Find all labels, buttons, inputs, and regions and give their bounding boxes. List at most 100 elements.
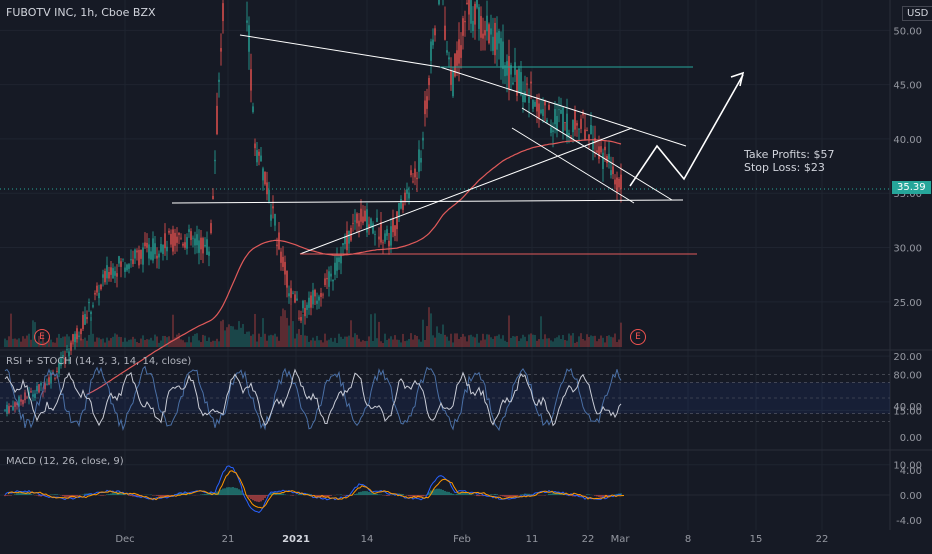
price-candle — [354, 221, 355, 222]
price-candle — [92, 305, 93, 306]
price-candle — [542, 109, 543, 116]
price-candle — [146, 243, 147, 248]
macd-histogram-bar — [360, 492, 361, 495]
price-candle — [104, 271, 105, 282]
volume-bar — [272, 335, 273, 347]
macd-histogram-bar — [110, 494, 111, 495]
price-candle — [290, 288, 291, 298]
price-candle — [598, 146, 599, 159]
volume-bar — [496, 336, 497, 347]
volume-bar — [278, 341, 279, 347]
volume-bar — [242, 324, 243, 347]
volume-bar — [264, 334, 265, 347]
volume-bar — [434, 338, 435, 347]
price-candle — [152, 238, 153, 260]
macd-histogram-bar — [222, 489, 223, 495]
earnings-marker-left[interactable]: E — [34, 329, 50, 345]
volume-bar — [446, 337, 447, 347]
macd-histogram-bar — [506, 495, 507, 497]
volume-bar — [566, 341, 567, 347]
price-candle — [422, 138, 423, 141]
rsi-indicator-label[interactable]: RSI + STOCH (14, 3, 3, 14, 14, close) — [6, 356, 191, 367]
volume-bar — [208, 337, 209, 347]
macd-histogram-bar — [490, 494, 491, 495]
price-candle — [248, 25, 249, 52]
macd-histogram-bar — [340, 494, 341, 495]
volume-bar — [380, 341, 381, 347]
volume-bar — [254, 314, 255, 347]
price-tick-label: 40.00 — [893, 135, 922, 146]
price-candle — [492, 37, 493, 51]
price-candle — [590, 125, 591, 134]
price-candle — [418, 149, 419, 171]
macd-histogram-bar — [50, 494, 51, 495]
price-candle — [208, 251, 209, 255]
volume-bar — [510, 338, 511, 347]
price-candle — [618, 179, 619, 187]
price-candle — [600, 146, 601, 152]
price-candle — [430, 41, 431, 60]
earnings-marker-right[interactable]: E — [630, 329, 646, 345]
volume-bar — [494, 336, 495, 347]
volume-bar — [480, 340, 481, 347]
x-tick-label: 22 — [582, 534, 595, 545]
symbol-title[interactable]: FUBOTV INC, 1h, Cboe BZX — [6, 6, 156, 19]
macd-indicator-label[interactable]: MACD (12, 26, close, 9) — [6, 456, 124, 467]
macd-histogram-bar — [600, 495, 601, 497]
macd-histogram-bar — [522, 494, 523, 495]
price-candle — [324, 278, 325, 285]
volume-bar — [346, 337, 347, 347]
price-candle — [108, 272, 109, 278]
price-candle — [342, 243, 343, 245]
volume-bar — [594, 336, 595, 347]
price-candle — [170, 234, 171, 245]
price-candle — [334, 263, 335, 275]
volume-bar — [556, 337, 557, 347]
macd-histogram-bar — [388, 495, 389, 496]
volume-bar — [250, 336, 251, 347]
volume-bar — [552, 341, 553, 347]
price-candle — [118, 256, 119, 263]
macd-histogram-bar — [206, 493, 207, 495]
macd-histogram-bar — [10, 495, 11, 496]
price-candle — [214, 160, 215, 161]
price-candle — [74, 334, 75, 342]
last-price-badge: 35.39 — [892, 181, 931, 194]
volume-bar — [568, 334, 569, 347]
volume-bar — [520, 338, 521, 347]
price-candle — [220, 48, 221, 52]
price-candle — [340, 255, 341, 263]
macd-histogram-bar — [588, 494, 589, 495]
volume-bar — [94, 342, 95, 347]
volume-bar — [536, 341, 537, 347]
price-candle — [402, 203, 403, 209]
macd-histogram-bar — [594, 495, 595, 496]
price-candle — [332, 280, 333, 282]
macd-histogram-bar — [552, 493, 553, 495]
price-candle — [116, 273, 117, 277]
volume-bar — [138, 343, 139, 347]
currency-label[interactable]: USD — [902, 6, 932, 21]
volume-bar — [476, 334, 477, 347]
volume-bar — [576, 342, 577, 347]
macd-histogram-bar — [292, 495, 293, 496]
price-candle — [90, 312, 91, 314]
price-candle — [560, 110, 561, 114]
volume-bar — [56, 338, 57, 347]
volume-bar — [296, 334, 297, 347]
volume-bar — [410, 333, 411, 347]
macd-histogram-bar — [358, 492, 359, 495]
volume-bar — [274, 334, 275, 347]
price-candle — [414, 169, 415, 178]
volume-bar — [98, 338, 99, 347]
volume-bar — [30, 340, 31, 347]
price-candle — [524, 91, 525, 102]
price-candle — [540, 110, 541, 114]
price-candle — [70, 343, 71, 351]
volume-bar — [606, 336, 607, 347]
volume-bar — [394, 335, 395, 347]
price-candle — [404, 193, 405, 201]
price-candle — [576, 123, 577, 126]
price-candle — [548, 105, 549, 110]
